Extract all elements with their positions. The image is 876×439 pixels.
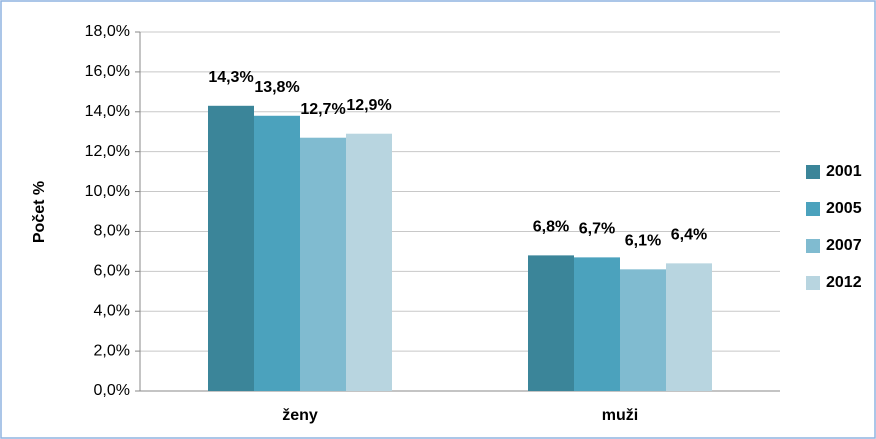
value-label: 6,4% [671, 227, 707, 244]
x-tick-label: ženy [282, 407, 318, 424]
y-tick-label: 6,0% [94, 263, 130, 280]
legend-swatch [806, 165, 820, 179]
value-label: 13,8% [254, 79, 299, 96]
value-label: 6,7% [579, 221, 615, 238]
bar [346, 133, 392, 391]
bar [620, 269, 666, 391]
y-tick-label: 8,0% [94, 223, 130, 240]
bar [254, 115, 300, 392]
bar [300, 137, 346, 391]
y-axis-label: Počet % [31, 181, 48, 243]
value-label: 6,8% [533, 219, 569, 236]
y-tick-label: 14,0% [85, 103, 130, 120]
y-tick-label: 10,0% [85, 183, 130, 200]
legend-label: 2012 [826, 274, 862, 291]
y-tick-label: 18,0% [85, 23, 130, 40]
legend-label: 2007 [826, 237, 862, 254]
y-tick-label: 16,0% [85, 63, 130, 80]
value-label: 12,7% [300, 101, 345, 118]
bar [574, 257, 620, 391]
value-label: 14,3% [208, 69, 253, 86]
y-tick-label: 4,0% [94, 302, 130, 319]
legend-swatch [806, 202, 820, 216]
y-tick-label: 2,0% [94, 342, 130, 359]
legend-label: 2005 [826, 200, 862, 217]
bar [208, 105, 254, 392]
bar [666, 263, 712, 391]
legend-label: 2001 [826, 163, 862, 180]
value-label: 12,9% [346, 97, 391, 114]
legend-swatch [806, 239, 820, 253]
y-tick-label: 0,0% [94, 382, 130, 399]
legend-swatch [806, 276, 820, 290]
bar [528, 255, 574, 391]
y-tick-label: 12,0% [85, 143, 130, 160]
value-label: 6,1% [625, 233, 661, 250]
x-tick-label: muži [602, 407, 638, 424]
